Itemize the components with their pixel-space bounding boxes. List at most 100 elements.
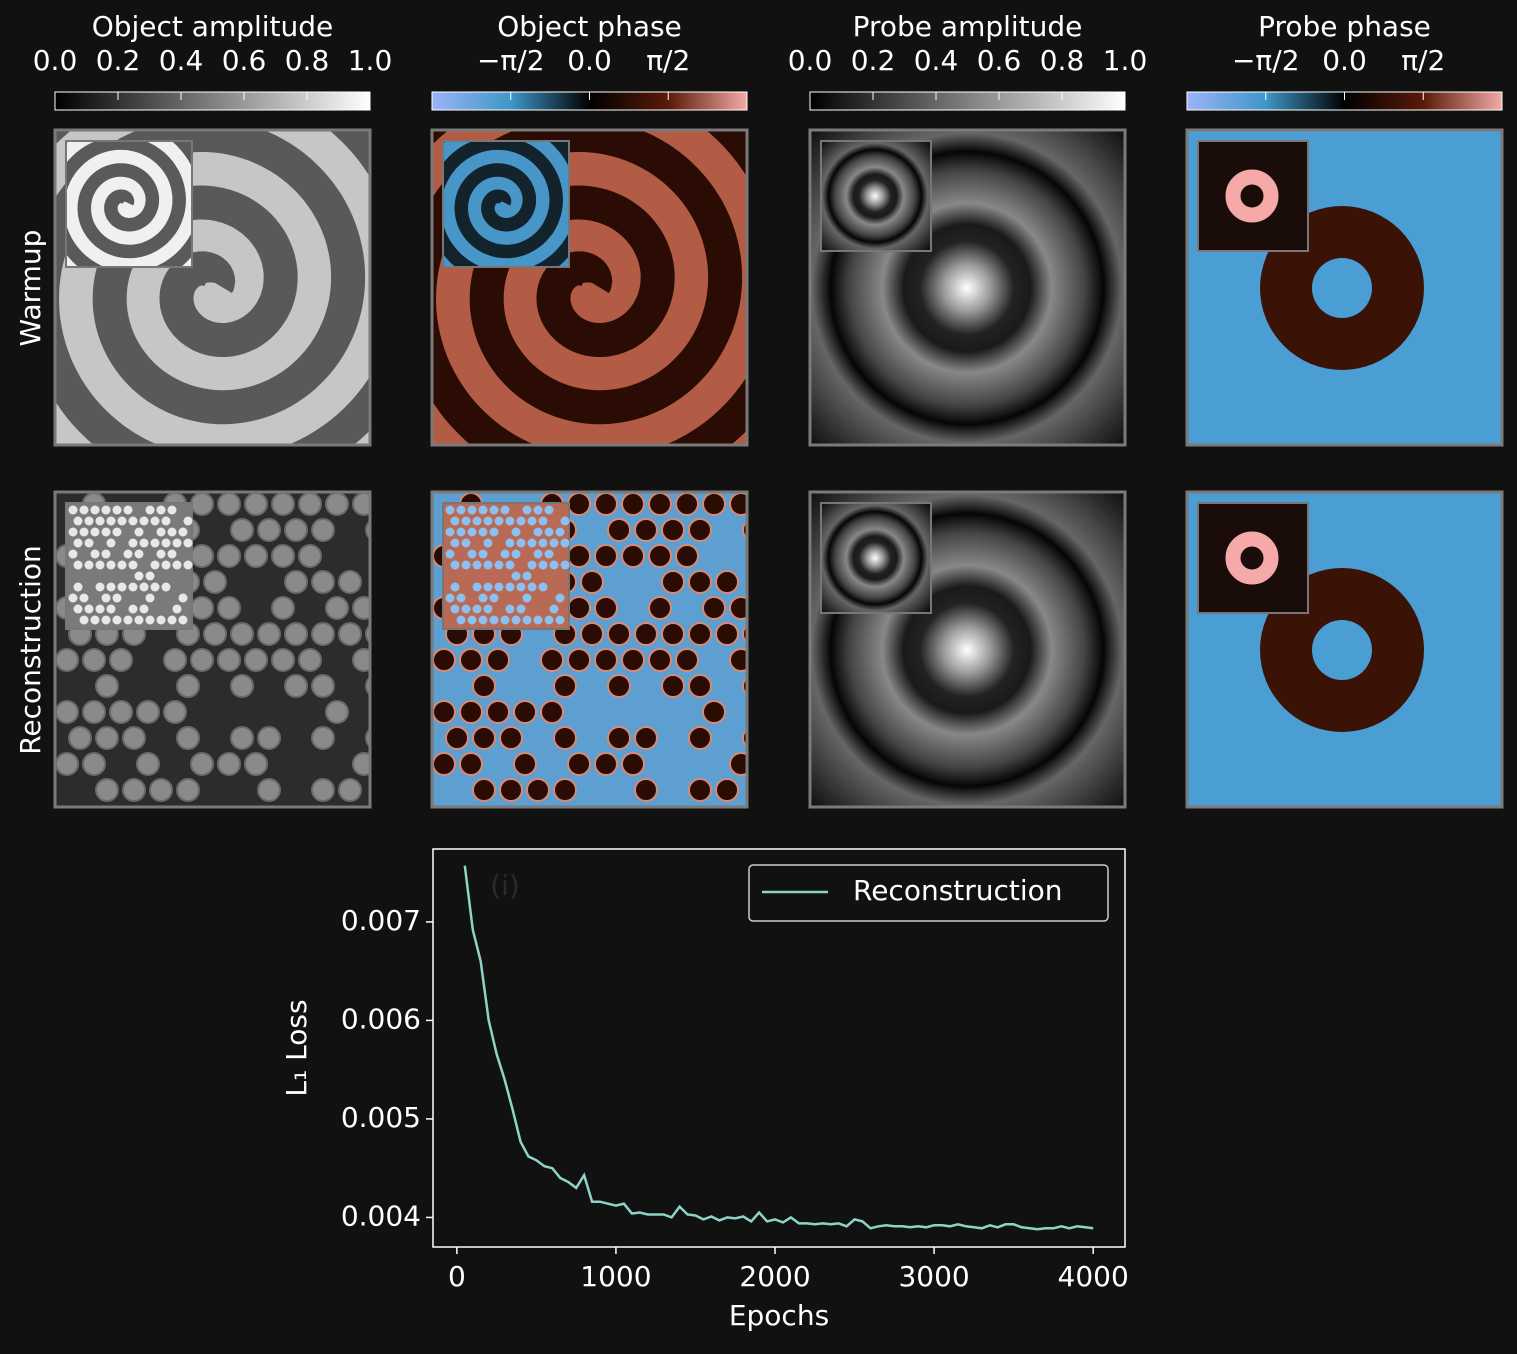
particle <box>594 596 618 620</box>
particle <box>217 648 241 672</box>
inset-particle <box>500 505 510 515</box>
inset-particle <box>172 604 182 614</box>
colorbar-tick-label: 0.0 <box>33 44 78 77</box>
inset-particle <box>483 538 493 548</box>
y-tick-label: 0.005 <box>341 1101 421 1134</box>
colorbar-tick-label: 0.2 <box>96 44 141 77</box>
inset-ring <box>1225 169 1279 223</box>
particle <box>648 596 672 620</box>
particle <box>648 492 672 516</box>
particle <box>486 648 510 672</box>
particle <box>230 518 254 542</box>
probe <box>810 492 1125 807</box>
inset-particle <box>101 505 111 515</box>
inset-particle <box>134 571 144 581</box>
inset-particle <box>505 538 515 548</box>
particle <box>325 492 349 516</box>
particle <box>702 596 726 620</box>
particle <box>472 778 496 802</box>
inset-particle <box>134 549 144 559</box>
inset-particle <box>79 527 89 537</box>
particle <box>338 622 362 646</box>
particle <box>729 596 747 620</box>
inset-particle <box>90 549 100 559</box>
particle <box>715 778 739 802</box>
y-tick-label: 0.004 <box>341 1199 421 1232</box>
particle <box>311 778 335 802</box>
particle <box>271 648 295 672</box>
particle <box>688 726 712 750</box>
inset-particle <box>505 604 515 614</box>
colorbar-tick-label: −π/2 <box>1232 44 1300 77</box>
inset-particle <box>511 527 521 537</box>
inset-particle <box>489 527 499 537</box>
particle <box>325 700 349 724</box>
particle <box>459 752 483 776</box>
particle <box>634 518 658 542</box>
inset-particle <box>106 560 116 570</box>
particle <box>634 778 658 802</box>
particle <box>284 674 308 698</box>
particle <box>661 570 685 594</box>
particle <box>729 752 747 776</box>
particle <box>688 570 712 594</box>
image-panel <box>55 492 370 807</box>
inset-particle <box>128 516 138 526</box>
particle <box>661 674 685 698</box>
inset-border <box>65 140 193 268</box>
particle <box>486 700 510 724</box>
particle <box>567 544 591 568</box>
particle <box>190 752 214 776</box>
image-panel <box>810 130 1125 445</box>
particle <box>68 726 92 750</box>
particle <box>230 674 254 698</box>
colorbar-tick-label: π/2 <box>646 44 690 77</box>
inset-particle <box>555 593 565 603</box>
inset-particle <box>456 615 466 625</box>
particle <box>136 752 160 776</box>
particle <box>95 674 119 698</box>
colorbar-title: Probe phase <box>1258 10 1431 43</box>
inset-particle <box>117 516 127 526</box>
inset-particle <box>549 538 559 548</box>
inset-particle <box>544 505 554 515</box>
inset-particle <box>555 615 565 625</box>
inset-particle <box>478 527 488 537</box>
x-tick-label: 2000 <box>739 1260 810 1293</box>
colorbar-tick-label: 0.6 <box>222 44 267 77</box>
inset-particle <box>489 505 499 515</box>
particle <box>594 648 618 672</box>
inset-particle <box>84 604 94 614</box>
inset-particle <box>478 505 488 515</box>
inset-particle <box>112 593 122 603</box>
inset-particle <box>494 582 504 592</box>
inset-particle <box>472 604 482 614</box>
inset-particle <box>68 505 78 515</box>
particle <box>217 544 241 568</box>
inset-particle <box>101 549 111 559</box>
particle <box>607 518 631 542</box>
panel-border <box>808 490 1127 809</box>
inset-particle <box>101 615 111 625</box>
inset-particle <box>167 615 177 625</box>
panel-border <box>430 490 749 809</box>
inset-particle <box>450 516 460 526</box>
particle <box>459 700 483 724</box>
particle <box>715 622 739 646</box>
inset-particle <box>505 560 515 570</box>
inset-particle <box>450 560 460 570</box>
particle <box>580 570 604 594</box>
colorbar-tick-label: 0.8 <box>285 44 330 77</box>
inset-particle <box>483 604 493 614</box>
inset-bg <box>1197 502 1309 614</box>
inset-particle <box>139 604 149 614</box>
colorbar-title: Object phase <box>497 10 682 43</box>
inset-particle <box>560 516 570 526</box>
particle <box>271 544 295 568</box>
inset-particle <box>522 615 532 625</box>
inset-particle <box>167 549 177 559</box>
inset-particle <box>445 505 455 515</box>
inset-particle <box>134 615 144 625</box>
particle <box>190 544 214 568</box>
particle <box>459 648 483 672</box>
